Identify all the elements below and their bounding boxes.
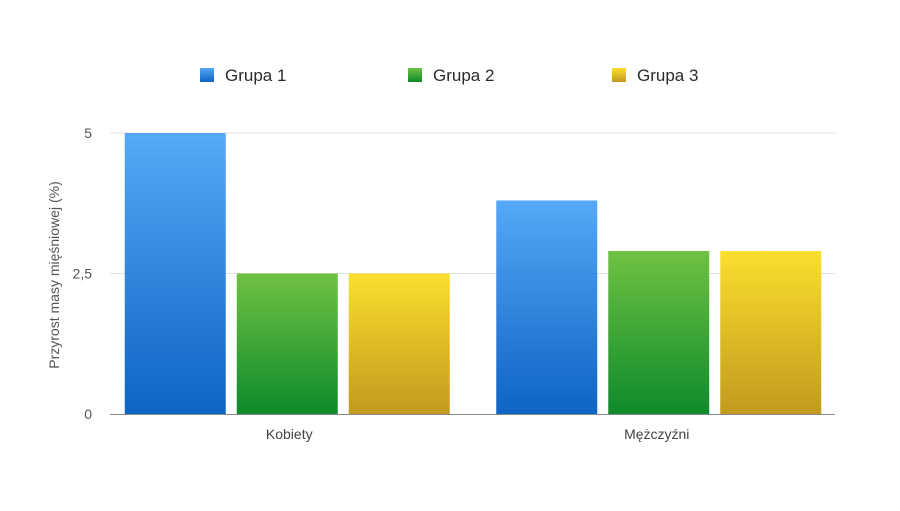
legend-swatch-2 [408,68,422,82]
x-category-label: Kobiety [266,426,313,442]
legend-swatch-3 [612,68,626,82]
bar-3-2 [720,251,822,414]
legend-label-3: Grupa 3 [637,66,698,85]
bars [124,133,822,414]
bar-2-2 [608,251,710,414]
legend: Grupa 1 Grupa 2 Grupa 3 [200,66,698,85]
bar-1-2 [496,200,598,414]
legend-label-2: Grupa 2 [433,66,494,85]
bar-3-1 [348,273,450,414]
axes: 0 2,5 5 Kobiety Mężczyźni [73,125,835,442]
y-tick-label: 2,5 [73,266,93,282]
legend-swatch-1 [200,68,214,82]
bar-2-1 [236,273,338,414]
legend-label-1: Grupa 1 [225,66,286,85]
y-tick-label: 0 [84,406,92,422]
y-axis-label: Przyrost masy mięśniowej (%) [46,181,62,368]
gridlines [110,132,835,274]
x-category-label: Mężczyźni [624,426,689,442]
bar-1-1 [124,133,226,414]
y-tick-label: 5 [84,125,92,141]
